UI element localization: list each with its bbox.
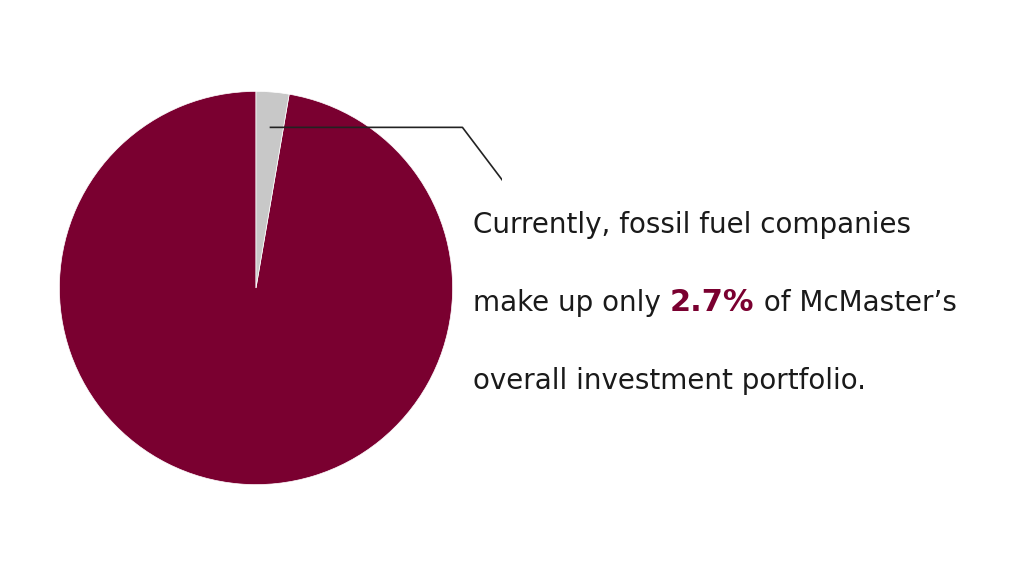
- Wedge shape: [256, 92, 289, 288]
- Text: Currently, fossil fuel companies: Currently, fossil fuel companies: [473, 211, 911, 239]
- Text: overall investment portfolio.: overall investment portfolio.: [473, 367, 866, 395]
- Text: 2.7%: 2.7%: [670, 288, 755, 317]
- Wedge shape: [59, 92, 453, 484]
- Text: of McMaster’s: of McMaster’s: [755, 289, 956, 317]
- Text: make up only: make up only: [473, 289, 670, 317]
